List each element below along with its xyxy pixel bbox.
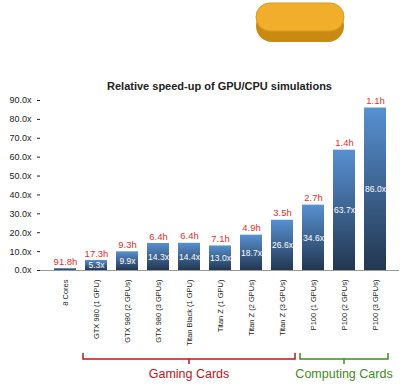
svg-text:18.7x: 18.7x — [241, 248, 263, 258]
svg-text:Titan Black (1 GPU): Titan Black (1 GPU) — [185, 279, 194, 346]
svg-text:2.7h: 2.7h — [304, 192, 323, 203]
svg-text:9.9x: 9.9x — [119, 256, 136, 266]
svg-text:4.9h: 4.9h — [242, 222, 261, 233]
svg-text:9.3h: 9.3h — [118, 239, 137, 250]
svg-text:14.3x: 14.3x — [148, 252, 170, 262]
svg-text:8 Cores: 8 Cores — [61, 279, 70, 306]
svg-text:10.0x: 10.0x — [9, 246, 32, 256]
svg-text:50.0x: 50.0x — [9, 171, 32, 181]
svg-text:Titan Z (1 GPU): Titan Z (1 GPU) — [216, 279, 225, 332]
svg-text:40.0x: 40.0x — [9, 190, 32, 200]
svg-text:91.8h: 91.8h — [54, 256, 78, 267]
svg-text:Titan Z (2 GPUs): Titan Z (2 GPUs) — [247, 279, 256, 336]
svg-text:GTX 980 (3 GPUs): GTX 980 (3 GPUs) — [154, 279, 163, 343]
svg-text:GTX 980 (1 GPU): GTX 980 (1 GPU) — [92, 279, 101, 339]
svg-text:90.0x: 90.0x — [9, 95, 32, 105]
svg-text:13.0x: 13.0x — [210, 253, 232, 263]
svg-text:6.4h: 6.4h — [180, 230, 199, 241]
svg-text:17.3h: 17.3h — [85, 248, 109, 259]
svg-text:7.1h: 7.1h — [211, 233, 230, 244]
svg-text:5.3x: 5.3x — [88, 260, 105, 270]
svg-text:80.0x: 80.0x — [9, 114, 32, 124]
svg-text:P100 (1 GPUs): P100 (1 GPUs) — [309, 279, 318, 330]
svg-text:0.0x: 0.0x — [14, 265, 32, 275]
svg-text:60.0x: 60.0x — [9, 152, 32, 162]
svg-text:63.7x: 63.7x — [334, 205, 356, 215]
svg-text:34.6x: 34.6x — [303, 233, 325, 243]
svg-text:1.4h: 1.4h — [335, 137, 354, 148]
svg-text:GTX 980 (2 GPUs): GTX 980 (2 GPUs) — [123, 279, 132, 343]
svg-text:26.6x: 26.6x — [272, 240, 294, 250]
svg-text:6.4h: 6.4h — [149, 231, 168, 242]
svg-text:70.0x: 70.0x — [9, 133, 32, 143]
svg-text:14.4x: 14.4x — [179, 252, 201, 262]
svg-text:20.0x: 20.0x — [9, 228, 32, 238]
svg-text:Computing Cards: Computing Cards — [295, 367, 392, 381]
svg-text:P100 (2 GPUs): P100 (2 GPUs) — [340, 279, 349, 330]
svg-text:Relative speed-up of GPU/CPU s: Relative speed-up of GPU/CPU simulations — [107, 80, 332, 92]
svg-text:1.1h: 1.1h — [366, 95, 385, 106]
svg-text:3.5h: 3.5h — [273, 207, 292, 218]
svg-text:30.0x: 30.0x — [9, 209, 32, 219]
svg-text:Gaming Cards: Gaming Cards — [149, 367, 230, 381]
svg-text:Titan Z (3 GPUs): Titan Z (3 GPUs) — [278, 279, 287, 336]
svg-text:P100 (3 GPUs): P100 (3 GPUs) — [371, 279, 380, 330]
svg-text:86.0x: 86.0x — [365, 184, 387, 194]
